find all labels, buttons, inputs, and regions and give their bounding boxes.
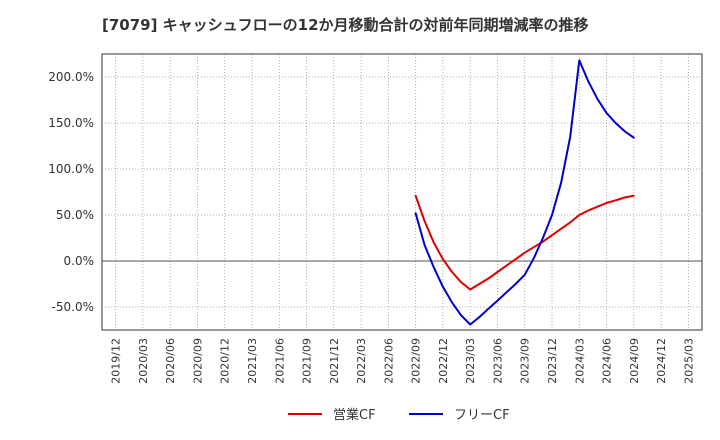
x-tick-label: 2023/06 [491,338,504,384]
x-tick-label: 2024/09 [628,338,641,384]
y-axis-ticks: 200.0% 150.0% 100.0% 50.0% 0.0% -50.0% [48,70,94,314]
x-tick-label: 2022/06 [382,338,395,384]
x-tick-label: 2020/09 [191,338,204,384]
x-tick-label: 2020/12 [219,338,232,384]
x-tick-label: 2020/06 [164,338,177,384]
series-lines [414,59,635,326]
x-tick-label: 2023/03 [464,338,477,384]
x-tick-label: 2025/03 [682,338,695,384]
y-tick-label: 100.0% [48,162,94,176]
x-tick-label: 2021/03 [246,338,259,384]
plot-frame [101,53,703,331]
x-tick-label: 2022/12 [437,338,450,384]
x-tick-label: 2024/06 [601,338,614,384]
x-tick-label: 2022/09 [410,338,423,384]
y-tick-label: 150.0% [48,116,94,130]
operating-cf-line [414,194,635,291]
grid [102,54,702,330]
legend-label-operating-cf: 営業CF [333,407,376,423]
x-tick-label: 2022/03 [355,338,368,384]
y-tick-label: 200.0% [48,70,94,84]
x-tick-label: 2023/09 [519,338,532,384]
x-tick-label: 2021/09 [301,338,314,384]
x-tick-label: 2024/12 [655,338,668,384]
free-cf-line [414,59,635,326]
x-tick-label: 2023/12 [546,338,559,384]
x-tick-label: 2021/06 [273,338,286,384]
y-tick-label: -50.0% [52,300,94,314]
legend-label-free-cf: フリーCF [454,408,510,423]
x-axis-ticks: 2019/12 2020/03 2020/06 2020/09 2020/12 2021/… [110,338,696,384]
y-tick-label: 50.0% [56,208,94,222]
x-tick-label: 2021/12 [328,338,341,384]
chart-title: [7079] キャッシュフローの12か月移動合計の対前年同期増減率の推移 [102,16,589,34]
legend: 営業CF フリーCF [288,407,510,423]
y-tick-label: 0.0% [64,254,95,268]
x-tick-label: 2019/12 [110,338,123,384]
x-tick-label: 2020/03 [137,338,150,384]
x-tick-label: 2024/03 [573,338,586,384]
